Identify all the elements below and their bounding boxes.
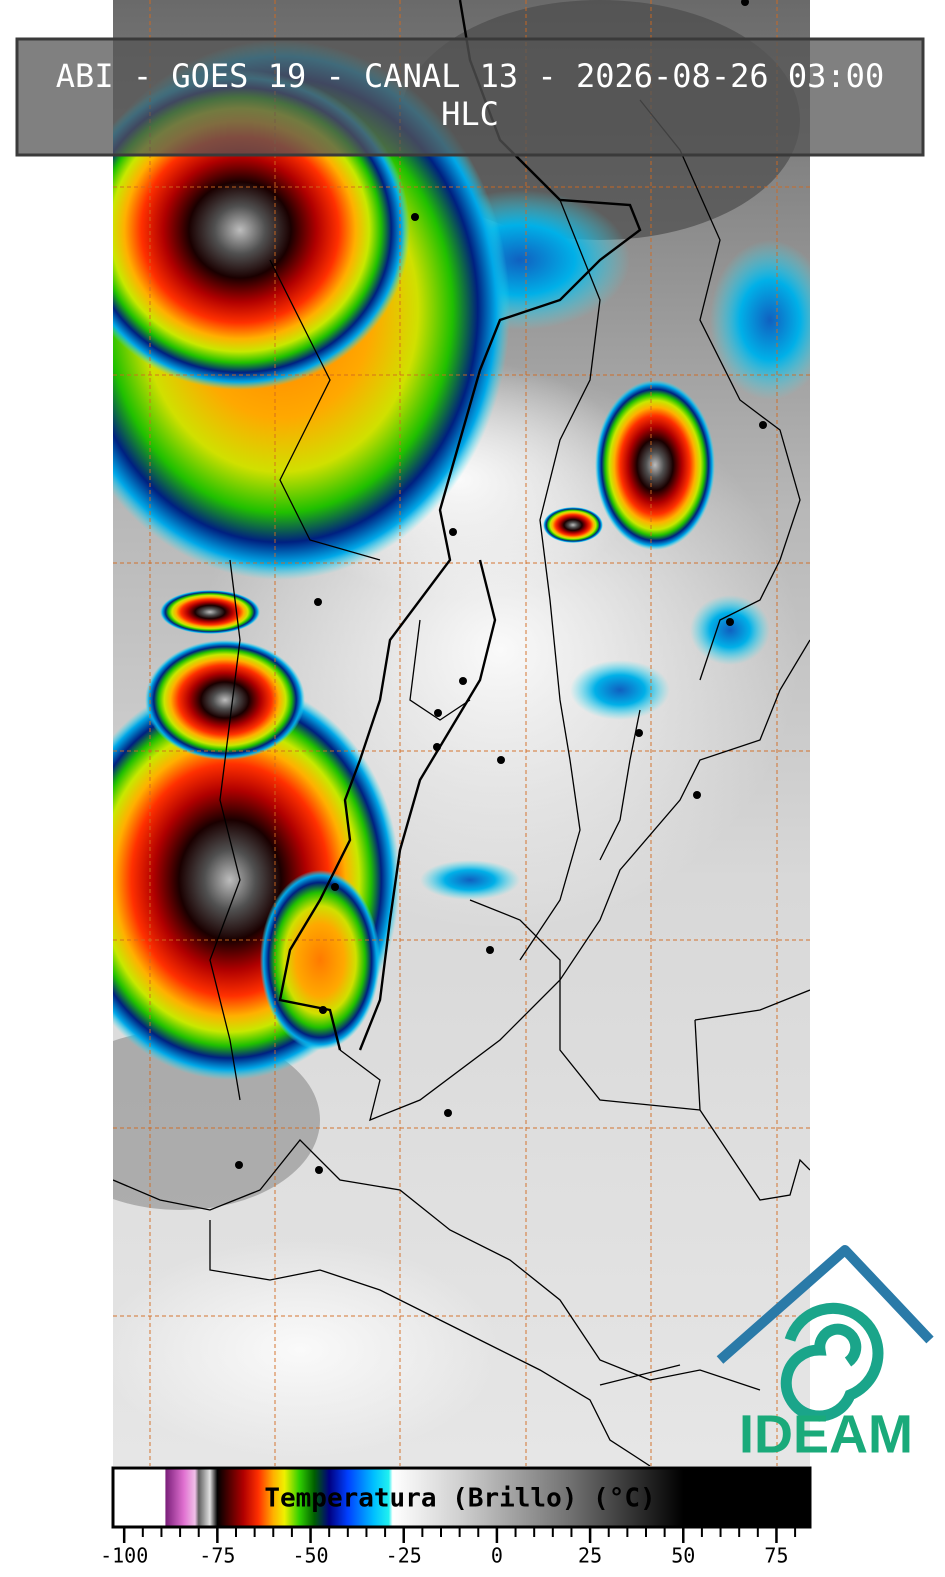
tick-label: 75 bbox=[764, 1544, 788, 1568]
colorbar-fill bbox=[111, 1466, 812, 1529]
satellite-map bbox=[113, 0, 810, 1466]
tick-label: -100 bbox=[100, 1544, 148, 1568]
borders bbox=[113, 0, 810, 1466]
graticule bbox=[113, 0, 810, 1466]
tick-label: -25 bbox=[386, 1544, 422, 1568]
colorbar-label: Temperatura (Brillo) (°C) bbox=[264, 1484, 655, 1514]
cities bbox=[235, 0, 767, 1174]
subtitle: HLC bbox=[441, 95, 499, 133]
logo: IDEAM bbox=[716, 1245, 934, 1464]
logo-text: IDEAM bbox=[739, 1404, 913, 1464]
tick-label: 25 bbox=[578, 1544, 602, 1568]
tick-label: 0 bbox=[491, 1544, 503, 1568]
tick-label: 50 bbox=[671, 1544, 695, 1568]
title: ABI - GOES 19 - CANAL 13 - 2026-08-26 03… bbox=[56, 57, 884, 95]
title-box bbox=[15, 37, 925, 157]
tick-label: -50 bbox=[292, 1544, 328, 1568]
colorbar: Temperatura (Brillo) (°C) -100 -75 -50 -25 0… bbox=[100, 1466, 812, 1568]
tick-label: -75 bbox=[199, 1544, 235, 1568]
